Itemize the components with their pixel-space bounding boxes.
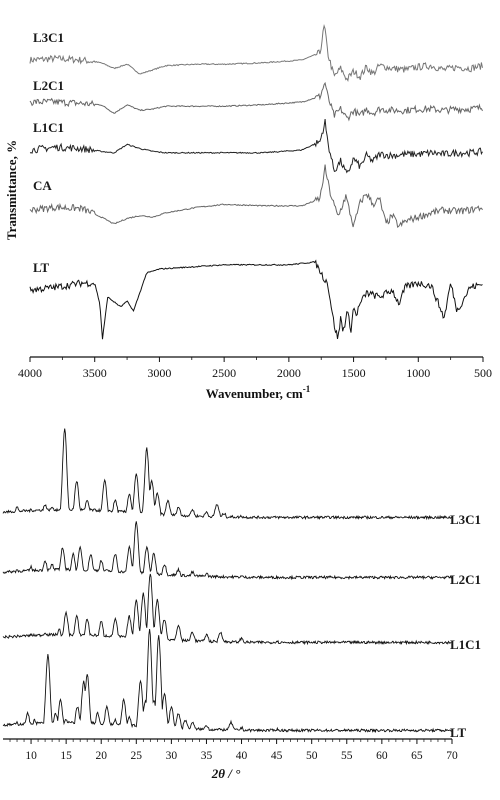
ftir-series-label-ca: CA: [33, 178, 52, 193]
ftir-trace-ca: [29, 164, 483, 228]
xrd-tick-label-45: 45: [271, 750, 283, 762]
xrd-tick-label-55: 55: [341, 750, 353, 762]
ftir-series-labels: L3C1 L2C1 L1C1 CA LT: [33, 30, 64, 275]
xrd-tick-label-20: 20: [95, 750, 107, 762]
xrd-tick-label-65: 65: [411, 750, 423, 762]
ftir-traces: [29, 23, 483, 340]
xrd-tick-label-60: 60: [376, 750, 388, 762]
xrd-series-labels: L3C1 L2C1 L1C1 LT: [450, 512, 481, 740]
ftir-series-label-l2c1: L2C1: [33, 78, 64, 93]
ftir-tick-label-4000: 4000: [18, 366, 42, 380]
xrd-trace-lt: [2, 629, 452, 734]
xrd-tick-label-10: 10: [25, 750, 37, 762]
xrd-x-ticks: 10 15 20 25 30 35 40 45 50 55 60 65 70: [9, 739, 458, 762]
ftir-y-axis-label: Transmittance, %: [4, 140, 19, 240]
xrd-series-label-l1c1: L1C1: [450, 637, 481, 652]
ftir-trace-lt: [29, 259, 483, 340]
xrd-chart: L3C1 L2C1 L1C1 LT 10 15 20 25 30 35 40 45 50 55 60 65 7…: [2, 428, 481, 781]
ftir-trace-l3c1: [29, 23, 483, 83]
xrd-tick-label-70: 70: [446, 750, 458, 762]
xrd-trace-l2c1: [2, 521, 452, 581]
ftir-tick-label-3500: 3500: [83, 366, 107, 380]
ftir-trace-l1c1: [29, 119, 483, 174]
xrd-trace-l3c1: [2, 428, 452, 521]
ftir-chart: L3C1 L2C1 L1C1 CA LT 4000 3500 3000 2500 2000 150…: [4, 23, 492, 401]
ftir-tick-label-2500: 2500: [212, 366, 236, 380]
ftir-trace-l2c1: [29, 81, 483, 122]
xrd-tick-label-40: 40: [236, 750, 248, 762]
ftir-x-ticks: 4000 3500 3000 2500 2000 1500 1000 500: [18, 357, 492, 380]
xrd-series-label-lt: LT: [450, 725, 466, 740]
xrd-traces: [2, 428, 452, 734]
ftir-tick-label-500: 500: [474, 366, 492, 380]
xrd-trace-l1c1: [2, 573, 452, 646]
ftir-series-label-l1c1: L1C1: [33, 120, 64, 135]
xrd-tick-label-25: 25: [131, 750, 143, 762]
xrd-tick-label-30: 30: [166, 750, 178, 762]
ftir-tick-label-1000: 1000: [406, 366, 430, 380]
ftir-series-label-lt: LT: [33, 260, 49, 275]
xrd-tick-label-35: 35: [201, 750, 213, 762]
xrd-series-label-l2c1: L2C1: [450, 572, 481, 587]
ftir-tick-label-1500: 1500: [342, 366, 366, 380]
xrd-x-axis-label: 2θ / °: [211, 766, 241, 781]
ftir-tick-label-3000: 3000: [147, 366, 171, 380]
ftir-x-axis-label: Wavenumber, cm-1: [206, 384, 311, 401]
ftir-series-label-l3c1: L3C1: [33, 30, 64, 45]
ftir-tick-label-2000: 2000: [277, 366, 301, 380]
xrd-tick-label-50: 50: [306, 750, 318, 762]
xrd-tick-label-15: 15: [60, 750, 72, 762]
xrd-series-label-l3c1: L3C1: [450, 512, 481, 527]
